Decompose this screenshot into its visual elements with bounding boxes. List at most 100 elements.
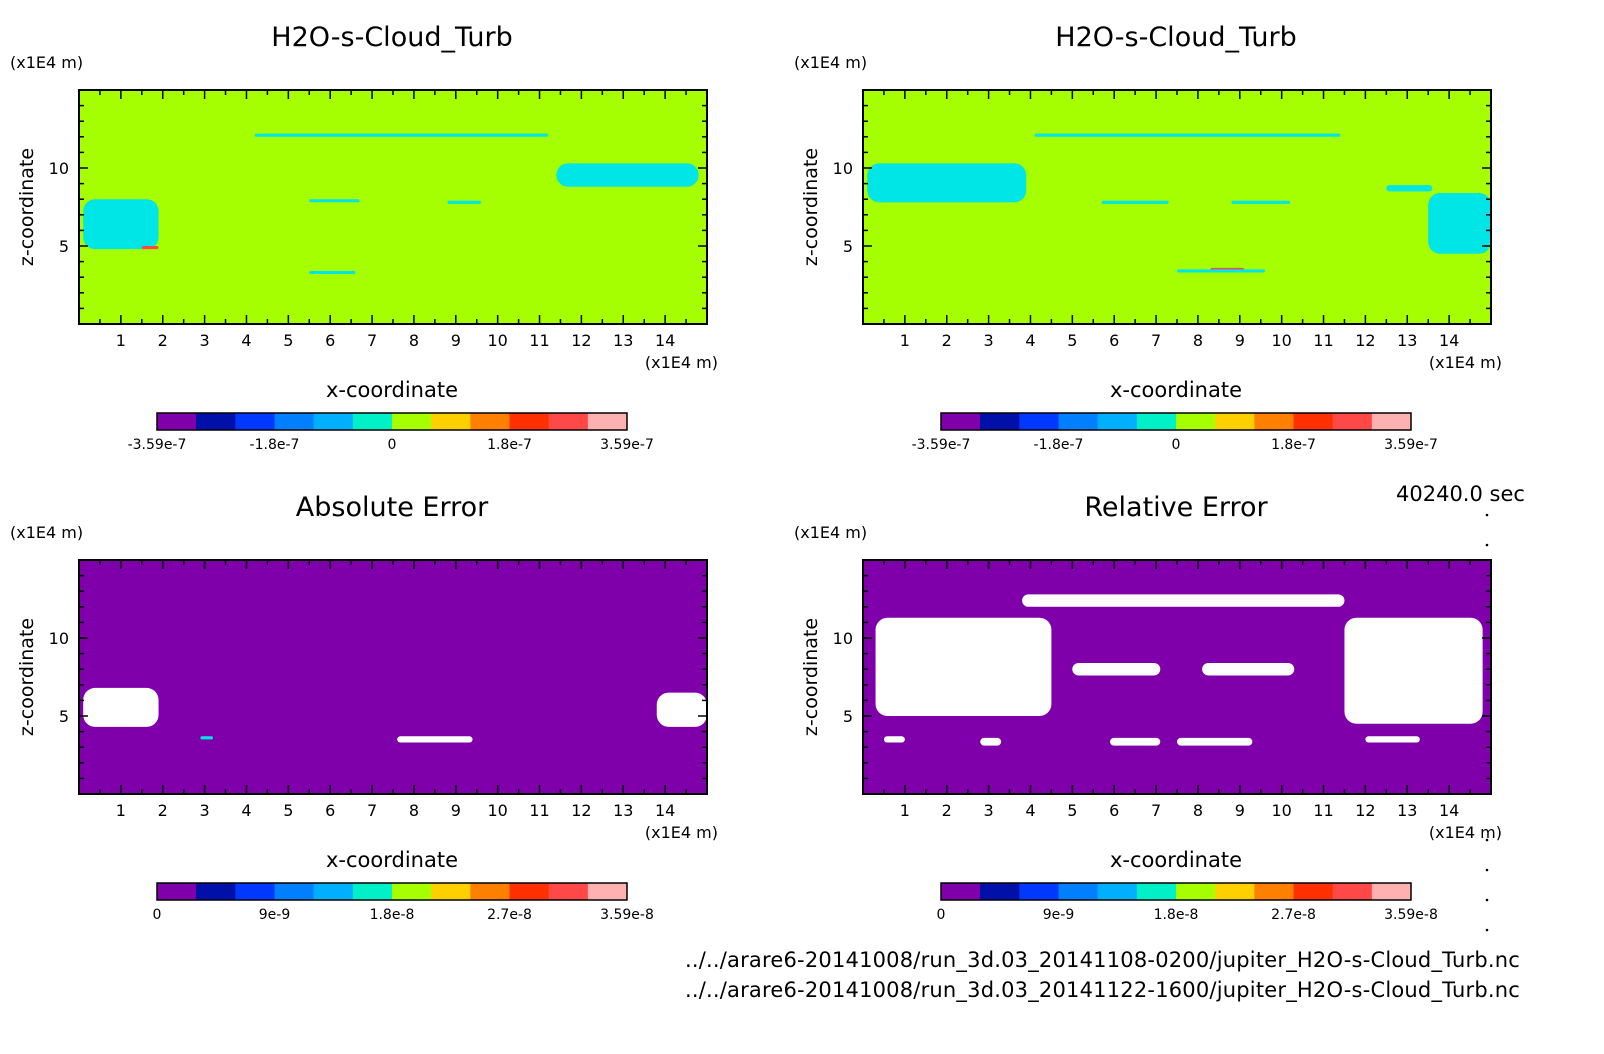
colorbar-frame (940, 882, 1412, 901)
y-tick-label: 10 (833, 629, 853, 648)
colorbar-swatch-7 (392, 883, 432, 900)
colorbar-swatch-2 (980, 413, 1020, 430)
margin-dot-5 (1485, 898, 1489, 902)
contour-region-6 (1428, 192, 1491, 254)
plot-background (79, 560, 707, 794)
x-tick-label: 4 (1025, 331, 1035, 350)
y-axis-label: z-coordinate (16, 148, 38, 266)
plot-background (79, 90, 707, 324)
y-tick-label: 10 (49, 159, 69, 178)
y-tick-label: 10 (833, 159, 853, 178)
colorbar-tick-label: 3.59e-8 (1384, 907, 1438, 923)
colorbar-swatch-5 (313, 413, 354, 430)
x-tick-label: 9 (451, 801, 461, 820)
colorbar-swatch-11 (548, 883, 589, 900)
y-axis-label: z-coordinate (800, 148, 822, 266)
y-unit-label: (x1E4 m) (794, 53, 867, 72)
contour-region-4 (141, 246, 159, 250)
x-tick-label: 1 (900, 801, 910, 820)
colorbar-tick-label: 0 (937, 907, 946, 923)
contour-region-10 (1365, 736, 1420, 743)
y-unit-label: (x1E4 m) (10, 53, 83, 72)
colorbar-frame (940, 412, 1412, 431)
x-unit-label: (x1E4 m) (645, 353, 718, 372)
margin-dot-1 (1485, 513, 1489, 517)
colorbar-tick-label: 0 (388, 437, 397, 453)
contour-region-1 (1034, 133, 1341, 137)
x-tick-label: 14 (655, 331, 675, 350)
x-tick-label: 13 (613, 331, 633, 350)
chart-panel-3: Absolute Error(x1E4 m)1 2 3 4 5 6 7 8 9 10 11 12 13 1… (10, 492, 718, 923)
margin-dot-6 (1485, 928, 1489, 932)
margin-dot-3 (1485, 838, 1489, 842)
x-tick-label: 6 (1109, 801, 1119, 820)
colorbar-swatch-1 (941, 413, 981, 430)
x-tick-label: 2 (158, 331, 168, 350)
x-tick-label: 7 (367, 801, 377, 820)
colorbar-swatch-9 (1254, 883, 1294, 900)
margin-dot-4 (1485, 868, 1489, 872)
x-tick-label: 2 (942, 331, 952, 350)
contour-region-4 (200, 736, 213, 740)
y-unit-label: (x1E4 m) (10, 523, 83, 542)
chart-panel-2: H2O-s-Cloud_Turb(x1E4 m)1 2 3 4 5 6 7 8 9 10 11 12 1… (794, 22, 1502, 453)
x-axis-label: x-coordinate (326, 848, 458, 872)
colorbar-swatch-1 (941, 883, 981, 900)
chart-panel-4: Relative Error(x1E4 m)1 2 3 4 5 6 7 8 9 10 11 12 13 1… (794, 492, 1502, 923)
colorbar-swatch-12 (587, 413, 628, 430)
colorbar-swatch-4 (1058, 413, 1099, 430)
contour-region-3 (397, 736, 473, 743)
chart-title: Absolute Error (296, 492, 489, 523)
x-tick-label: 8 (409, 801, 419, 820)
colorbar-swatch-8 (1215, 883, 1255, 900)
colorbar-tick-label: 0 (1172, 437, 1181, 453)
feature-layer (875, 594, 1483, 746)
contour-region-4 (1231, 200, 1291, 204)
colorbar-swatch-10 (509, 413, 550, 430)
contour-region-9 (883, 736, 905, 743)
colorbar-swatch-6 (1136, 883, 1177, 900)
colorbar-tick-label: 9e-9 (259, 907, 290, 923)
x-tick-label: 7 (1151, 331, 1161, 350)
y-unit-label: (x1E4 m) (794, 523, 867, 542)
x-tick-label: 6 (1109, 331, 1119, 350)
colorbar-swatch-4 (274, 883, 315, 900)
x-tick-label: 12 (1355, 331, 1375, 350)
colorbar-tick-label: 1.8e-8 (1154, 907, 1199, 923)
colorbar-swatch-10 (1293, 413, 1334, 430)
contour-region-1 (1022, 594, 1345, 607)
colorbar-tick-label: 1.8e-7 (487, 437, 532, 453)
contour-region-1 (254, 133, 548, 137)
timestamp-label: 40240.0 sec (1396, 482, 1525, 506)
contour-region-8 (980, 737, 1002, 746)
x-tick-label: 13 (613, 801, 633, 820)
colorbar-swatch-5 (1097, 413, 1138, 430)
colorbar-swatch-8 (1215, 413, 1255, 430)
x-tick-label: 12 (571, 801, 591, 820)
colorbar-swatch-6 (352, 883, 393, 900)
contour-region-5 (309, 199, 360, 203)
colorbar-swatch-7 (1176, 413, 1216, 430)
x-tick-label: 3 (984, 801, 994, 820)
contour-region-4 (1072, 662, 1161, 676)
x-tick-label: 5 (1067, 331, 1077, 350)
colorbar-tick-label: 3.59e-7 (1384, 437, 1438, 453)
feature-layer (83, 687, 707, 743)
contour-region-8 (1177, 269, 1265, 273)
x-tick-label: 9 (451, 331, 461, 350)
colorbar-tick-label: 0 (153, 907, 162, 923)
margin-dot-2 (1485, 543, 1489, 547)
colorbar-swatch-7 (392, 413, 432, 430)
colorbar-swatch-9 (470, 883, 510, 900)
x-tick-label: 10 (487, 801, 507, 820)
x-tick-label: 10 (1271, 801, 1291, 820)
x-tick-label: 12 (1355, 801, 1375, 820)
contour-region-7 (309, 270, 356, 274)
colorbar-swatch-5 (1097, 883, 1138, 900)
colorbar-tick-label: 1.8e-7 (1271, 437, 1316, 453)
colorbar-tick-label: 3.59e-7 (600, 437, 654, 453)
x-unit-label: (x1E4 m) (1429, 823, 1502, 842)
x-tick-label: 13 (1397, 331, 1417, 350)
x-unit-label: (x1E4 m) (1429, 353, 1502, 372)
contour-region-2 (867, 163, 1027, 203)
